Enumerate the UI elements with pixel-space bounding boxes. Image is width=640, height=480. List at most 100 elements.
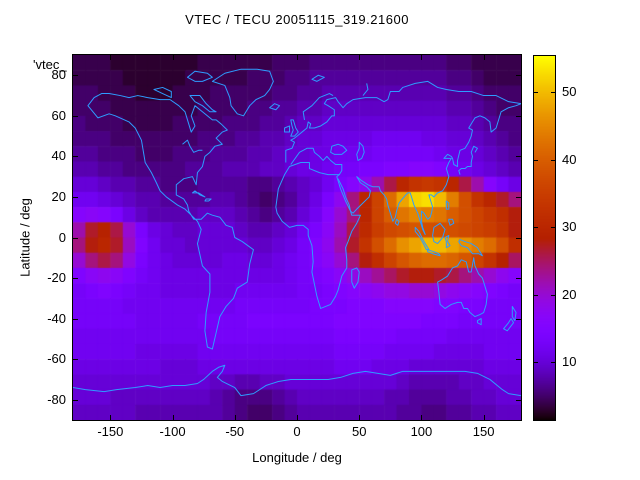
colorbar-tick-mark xyxy=(551,294,555,296)
colorbar-tick-mark xyxy=(534,362,538,364)
y-tick-mark xyxy=(516,196,521,198)
x-tick-mark xyxy=(359,415,361,420)
plot-area xyxy=(72,54,522,421)
x-tick-mark xyxy=(421,55,423,60)
coastline-path xyxy=(438,258,488,317)
colorbar-tick-label: 20 xyxy=(562,286,577,302)
coastline-path xyxy=(291,148,342,174)
coastline-path xyxy=(312,75,324,81)
x-tick-mark xyxy=(297,55,298,60)
colorbar-tick-mark xyxy=(534,92,538,94)
x-tick-mark xyxy=(297,415,298,420)
y-tick-label: -20 xyxy=(47,270,66,286)
x-tick-mark xyxy=(110,55,112,60)
y-tick-mark xyxy=(516,237,521,239)
coastline-path xyxy=(449,219,454,225)
colorbar-tick-mark xyxy=(551,92,555,94)
coastline-path xyxy=(477,319,481,325)
y-tick-mark xyxy=(73,399,78,401)
coastlines-overlay xyxy=(73,55,521,420)
x-axis-title: Longitude / deg xyxy=(252,450,342,465)
coastline-path xyxy=(303,94,333,120)
y-tick-mark xyxy=(516,318,521,320)
x-tick-label: 0 xyxy=(293,424,301,439)
coastline-path xyxy=(459,146,478,174)
coastline-path xyxy=(291,120,298,136)
y-tick-label: -40 xyxy=(47,310,66,326)
x-tick-mark xyxy=(172,55,174,60)
x-tick-label: 150 xyxy=(472,424,495,439)
coastline-path xyxy=(352,268,359,288)
plot-title: VTEC / TECU 20051115_319.21600 xyxy=(185,12,409,27)
x-tick-label: 50 xyxy=(351,424,367,439)
coastline-path xyxy=(73,365,521,395)
y-tick-mark xyxy=(516,156,521,158)
coastline-path xyxy=(459,240,483,256)
coastline-path xyxy=(190,96,216,112)
x-tick-label: -100 xyxy=(159,424,186,439)
coastline-path xyxy=(270,104,280,110)
y-tick-mark xyxy=(516,278,521,280)
coastline-path xyxy=(192,191,204,197)
y-tick-mark xyxy=(516,359,521,361)
colorbar-tick-mark xyxy=(534,159,538,161)
coastline-path xyxy=(88,94,254,350)
x-tick-mark xyxy=(234,55,236,60)
stray-text-artifact: 'vtec_ xyxy=(33,57,67,72)
colorbar-tick-mark xyxy=(551,159,555,161)
x-tick-label: 100 xyxy=(410,424,433,439)
colorbar-tick-label: 50 xyxy=(562,84,577,100)
coastline-path xyxy=(428,250,440,256)
y-tick-mark xyxy=(73,75,78,77)
colorbar-tick-label: 40 xyxy=(562,151,577,167)
coastline-path xyxy=(183,140,203,152)
y-tick-mark xyxy=(516,115,521,117)
y-tick-mark xyxy=(516,75,521,77)
colorbar-tick-mark xyxy=(534,294,538,296)
y-tick-label: 20 xyxy=(51,188,66,204)
coastline-path xyxy=(331,144,347,154)
colorbar-gradient xyxy=(534,56,555,420)
coastline-path xyxy=(363,83,368,95)
coastline-path xyxy=(357,142,364,160)
y-tick-mark xyxy=(516,399,521,401)
x-tick-mark xyxy=(483,415,485,420)
x-tick-mark xyxy=(359,55,361,60)
coastline-path xyxy=(285,126,290,132)
colorbar-tick-mark xyxy=(534,227,538,229)
x-tick-label: -150 xyxy=(97,424,124,439)
y-tick-mark xyxy=(73,359,78,361)
coastline-path xyxy=(338,104,521,235)
y-tick-mark xyxy=(73,115,78,117)
y-tick-mark xyxy=(73,196,78,198)
x-tick-mark xyxy=(483,55,485,60)
coastline-path xyxy=(212,69,273,116)
y-tick-mark xyxy=(73,237,78,239)
x-tick-mark xyxy=(421,415,423,420)
y-tick-mark xyxy=(73,156,78,158)
coastline-path xyxy=(445,235,450,247)
tec-heatmap xyxy=(73,55,521,420)
coastline-path xyxy=(395,219,399,225)
y-tick-label: -80 xyxy=(47,391,66,407)
y-tick-label: 40 xyxy=(51,148,66,164)
y-tick-label: 80 xyxy=(51,67,66,83)
y-tick-mark xyxy=(73,318,78,320)
colorbar-tick-mark xyxy=(551,362,555,364)
coastline-path xyxy=(415,227,429,249)
coastline-path xyxy=(276,162,361,308)
coastline-path xyxy=(512,306,516,320)
colorbar-tick-mark xyxy=(551,227,555,229)
x-tick-label: -50 xyxy=(225,424,245,439)
colorbar-tick-label: 10 xyxy=(562,354,577,370)
x-tick-mark xyxy=(110,415,112,420)
coastline-path xyxy=(286,81,521,162)
colorbar-tick-label: 30 xyxy=(562,219,577,235)
y-tick-label: -60 xyxy=(47,351,66,367)
coastline-path xyxy=(187,71,212,81)
y-tick-label: 0 xyxy=(58,229,66,245)
y-tick-label: 60 xyxy=(51,107,66,123)
x-tick-mark xyxy=(172,415,174,420)
colorbar xyxy=(533,55,556,421)
